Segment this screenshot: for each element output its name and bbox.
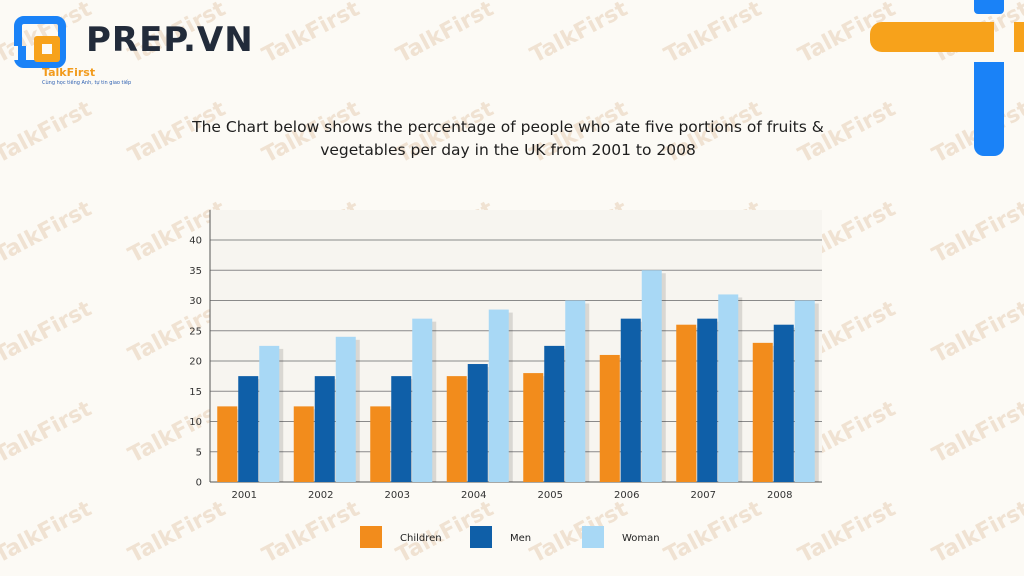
bar-woman xyxy=(641,270,662,482)
blue-corner-decoration xyxy=(974,62,1004,156)
x-tick-label: 2007 xyxy=(691,490,716,501)
legend-swatch-men xyxy=(470,526,492,548)
bar-woman xyxy=(718,294,739,482)
x-tick-label: 2004 xyxy=(461,490,486,501)
bar-woman xyxy=(259,345,280,482)
bar-children xyxy=(523,373,544,482)
bar-men xyxy=(544,345,565,482)
legend-label: Children xyxy=(400,533,442,544)
x-tick-label: 2003 xyxy=(385,490,410,501)
orange-corner-decoration-right xyxy=(1014,22,1024,52)
legend-swatch-woman xyxy=(582,526,604,548)
prep-logo-icon xyxy=(14,16,66,68)
x-tick-label: 2008 xyxy=(767,490,792,501)
y-tick-label: 5 xyxy=(196,447,202,458)
bar-woman xyxy=(412,318,433,482)
bar-men xyxy=(467,364,488,482)
bar-men xyxy=(773,324,794,482)
orange-corner-decoration xyxy=(870,22,994,52)
bar-children xyxy=(293,406,314,482)
bar-children xyxy=(599,354,620,482)
x-tick-label: 2001 xyxy=(232,490,257,501)
legend-label: Men xyxy=(510,533,531,544)
bar-men xyxy=(391,376,412,482)
bar-woman xyxy=(565,300,586,482)
bar-children xyxy=(446,376,467,482)
blue-corner-decoration-top xyxy=(974,0,1004,14)
bar-men xyxy=(620,318,641,482)
legend-label: Woman xyxy=(622,533,660,544)
legend-swatch-children xyxy=(360,526,382,548)
bar-woman xyxy=(794,300,815,482)
sub-brand-name: TalkFirst xyxy=(42,66,96,79)
prep-logo[interactable]: PREP.VN TalkFirst Cùng học tiếng Anh, tự… xyxy=(12,14,272,94)
y-tick-label: 30 xyxy=(189,296,202,307)
bar-children xyxy=(370,406,391,482)
y-tick-label: 15 xyxy=(189,387,202,398)
y-tick-label: 40 xyxy=(189,236,202,247)
y-tick-label: 10 xyxy=(189,417,202,428)
bar-men xyxy=(238,376,259,482)
brand-tagline: Cùng học tiếng Anh, tự tin giao tiếp xyxy=(42,80,132,86)
bar-woman xyxy=(488,309,509,482)
bar-woman xyxy=(335,336,356,482)
brand-name: PREP.VN xyxy=(86,20,254,60)
bar-men xyxy=(697,318,718,482)
chart-title: The Chart below shows the percentage of … xyxy=(192,118,824,159)
x-tick-label: 2006 xyxy=(614,490,639,501)
bar-children xyxy=(752,342,773,482)
x-tick-label: 2005 xyxy=(538,490,563,501)
y-tick-label: 35 xyxy=(189,266,202,277)
bar-children xyxy=(676,324,697,482)
y-tick-label: 0 xyxy=(196,478,202,489)
x-tick-label: 2002 xyxy=(308,490,333,501)
bar-children xyxy=(217,406,238,482)
y-tick-label: 20 xyxy=(189,357,202,368)
bar-men xyxy=(314,376,335,482)
y-tick-label: 25 xyxy=(189,326,202,337)
